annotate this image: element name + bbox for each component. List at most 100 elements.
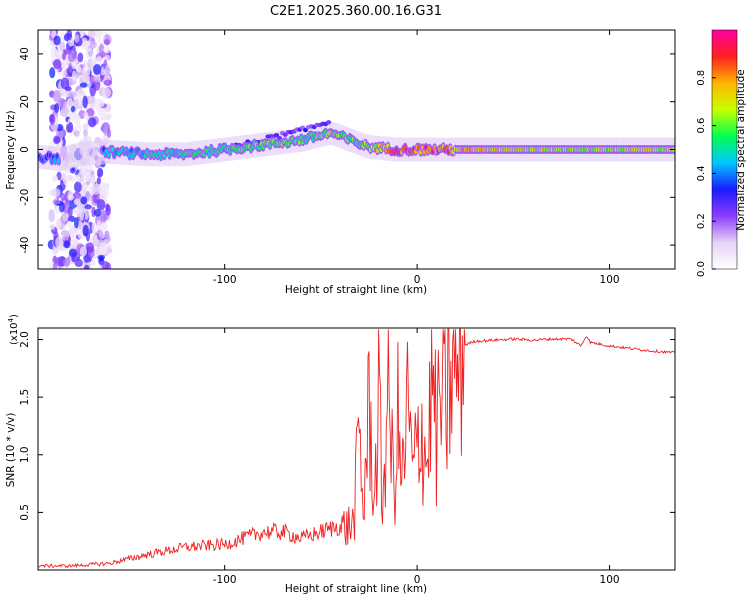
noise-speck: [87, 30, 96, 38]
noise-speck: [91, 237, 99, 247]
noise-speck: [82, 224, 89, 237]
snr-y-tick-label: 1.5: [19, 389, 31, 406]
noise-speck: [73, 130, 80, 137]
noise-speck: [60, 61, 66, 68]
noise-speck: [73, 114, 81, 125]
noise-speck: [85, 242, 95, 253]
noise-speck: [62, 70, 67, 77]
snr-x-tick-label: -100: [213, 574, 237, 586]
ridge-halo: [71, 144, 75, 169]
noise-speck: [90, 173, 96, 184]
ridge-halo: [59, 147, 63, 172]
noise-speck: [96, 99, 105, 108]
noise-speck: [76, 88, 85, 102]
spectrogram-y-tick-label: 0: [19, 146, 31, 153]
noise-speck: [77, 52, 84, 63]
snr-ticks: -100 0 100 0.5 1.0 1.5 2.0: [19, 328, 675, 586]
noise-speck: [79, 246, 88, 257]
colorbar: 0.0 0.2 0.4 0.6 0.8 Normalized spectral ampl…: [696, 29, 747, 277]
snr-frame: [37, 327, 676, 571]
noise-speck: [66, 174, 73, 181]
spectrogram-x-tick-label: 100: [600, 274, 620, 286]
noise-speck: [96, 199, 106, 211]
ridge-cell: [107, 152, 111, 158]
snr-y-tick-label: 1.0: [19, 446, 31, 463]
noise-speck: [52, 249, 58, 258]
noise-speck: [103, 46, 111, 54]
ridge-halo: [73, 143, 77, 168]
ridge-cell: [48, 152, 52, 159]
noise-speck: [97, 172, 103, 178]
noise-speck: [79, 82, 88, 88]
noise-speck: [81, 181, 88, 192]
branch-cell: [326, 120, 332, 125]
noise-speck: [92, 183, 101, 195]
noise-speck: [96, 220, 102, 231]
noise-speck: [103, 79, 112, 86]
ridge-cell: [110, 146, 115, 153]
noise-speck: [92, 191, 101, 204]
spectrogram-x-axis-label: Height of straight line (km): [285, 284, 427, 296]
noise-speck: [67, 52, 76, 63]
noise-speck: [60, 77, 70, 90]
noise-speck: [100, 69, 107, 76]
noise-speck: [66, 30, 73, 41]
noise-speck: [74, 174, 81, 181]
snr-multiplier-label: (x104): [7, 314, 20, 345]
noise-speck: [98, 194, 106, 200]
noise-speck: [89, 40, 98, 49]
ridge-halo: [89, 141, 93, 166]
ridge-halo: [94, 141, 98, 165]
noise-speck: [104, 230, 110, 240]
noise-speck: [68, 189, 73, 201]
spectrogram-y-tick-label: -20: [19, 189, 31, 206]
ridge-halo: [82, 142, 86, 166]
spectrogram-panel: -100 0 100 -40 -20 0 20 40 Height of straight l…: [5, 29, 676, 296]
noise-speck: [104, 54, 110, 61]
noise-speck: [90, 103, 95, 110]
ridge-halo: [76, 143, 79, 167]
colorbar-tick-label: 0.2: [696, 213, 707, 229]
colorbar-tick-label: 0.6: [696, 118, 707, 134]
noise-speck: [83, 264, 90, 269]
noise-speck: [83, 171, 92, 182]
noise-speck: [93, 208, 102, 217]
noise-speck: [52, 175, 58, 182]
colorbar-label: Normalized spectral amplitude: [735, 69, 747, 230]
noise-speck: [51, 188, 61, 197]
noise-speck: [74, 258, 83, 268]
noise-speck: [103, 126, 108, 137]
noise-speck: [80, 196, 88, 205]
noise-speck: [101, 260, 110, 269]
noise-speck: [63, 240, 71, 249]
figure-title: C2E1.2025.360.00.16.G31: [270, 4, 442, 19]
ridge-halo: [64, 145, 68, 170]
noise-speck: [52, 199, 61, 205]
ridge-halo: [96, 140, 100, 165]
snr-x-axis-label: Height of straight line (km): [285, 583, 427, 595]
noise-speck: [91, 222, 97, 234]
noise-speck: [55, 219, 61, 229]
noise-speck: [82, 123, 89, 131]
colorbar-tick-label: 0.0: [696, 261, 707, 277]
noise-speck: [63, 178, 69, 186]
colorbar-bar: [711, 29, 738, 270]
noise-speck: [105, 203, 110, 212]
ridge-halo: [92, 141, 95, 166]
noise-speck: [95, 56, 103, 66]
noise-speck: [71, 253, 76, 263]
noise-speck: [73, 181, 82, 193]
ridge-cell: [207, 151, 212, 157]
spectrogram-x-tick-label: -100: [213, 274, 237, 286]
noise-speck: [54, 137, 61, 143]
noise-speck: [76, 65, 82, 73]
noise-speck: [62, 258, 71, 267]
noise-speck: [68, 226, 77, 238]
spectrogram-x-tick-label: 0: [414, 274, 421, 286]
noise-speck: [102, 87, 111, 98]
noise-speck: [100, 183, 108, 194]
noise-speck: [54, 102, 60, 113]
noise-speck: [59, 109, 69, 117]
colorbar-tick-label: 0.4: [696, 165, 707, 181]
snr-x-tick-label: 100: [600, 574, 620, 586]
